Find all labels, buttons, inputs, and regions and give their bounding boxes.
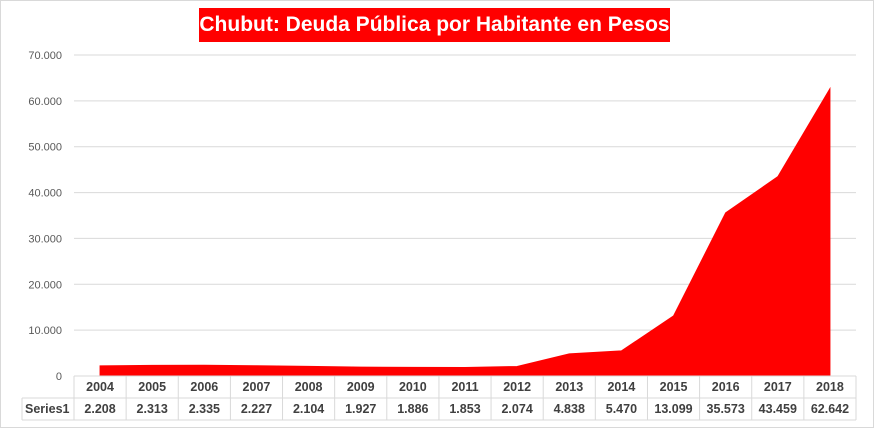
area-series-series1 (99, 86, 831, 377)
x-category-label: 2017 (764, 380, 792, 394)
y-tick-label: 60.000 (28, 96, 62, 108)
y-tick-label: 30.000 (28, 233, 62, 245)
x-category-label: 2004 (86, 380, 114, 394)
x-category-label: 2016 (712, 380, 740, 394)
data-value-label: 2.074 (501, 402, 532, 416)
x-category-label: 2006 (190, 380, 218, 394)
x-category-label: 2005 (138, 380, 166, 394)
data-value-label: 2.313 (137, 402, 168, 416)
data-value-label: 2.208 (84, 402, 115, 416)
data-value-label: 2.227 (241, 402, 272, 416)
x-category-label: 2008 (295, 380, 323, 394)
data-value-label: 1.853 (449, 402, 480, 416)
data-value-label: 1.886 (397, 402, 428, 416)
series-name-label: Series1 (25, 402, 70, 416)
x-category-label: 2014 (607, 380, 635, 394)
data-value-label: 1.927 (345, 402, 376, 416)
x-category-label: 2013 (555, 380, 583, 394)
data-value-label: 13.099 (654, 402, 692, 416)
y-tick-label: 10.000 (28, 325, 62, 337)
data-value-label: 62.642 (811, 402, 849, 416)
data-value-label: 43.459 (759, 402, 797, 416)
chart-title: Chubut: Deuda Pública por Habitante en P… (199, 8, 670, 42)
x-category-label: 2009 (347, 380, 375, 394)
x-category-label: 2010 (399, 380, 427, 394)
x-category-label: 2018 (816, 380, 844, 394)
x-category-label: 2012 (503, 380, 531, 394)
y-tick-label: 20.000 (28, 279, 62, 291)
y-tick-label: 0 (56, 371, 62, 383)
data-value-label: 2.104 (293, 402, 324, 416)
y-tick-label: 50.000 (28, 142, 62, 154)
data-value-label: 35.573 (707, 402, 745, 416)
x-category-label: 2007 (243, 380, 271, 394)
y-tick-label: 70.000 (28, 50, 62, 62)
data-value-label: 4.838 (554, 402, 585, 416)
data-value-label: 5.470 (606, 402, 637, 416)
data-value-label: 2.335 (189, 402, 220, 416)
x-category-label: 2015 (660, 380, 688, 394)
y-tick-label: 40.000 (28, 188, 62, 200)
x-category-label: 2011 (451, 380, 478, 394)
